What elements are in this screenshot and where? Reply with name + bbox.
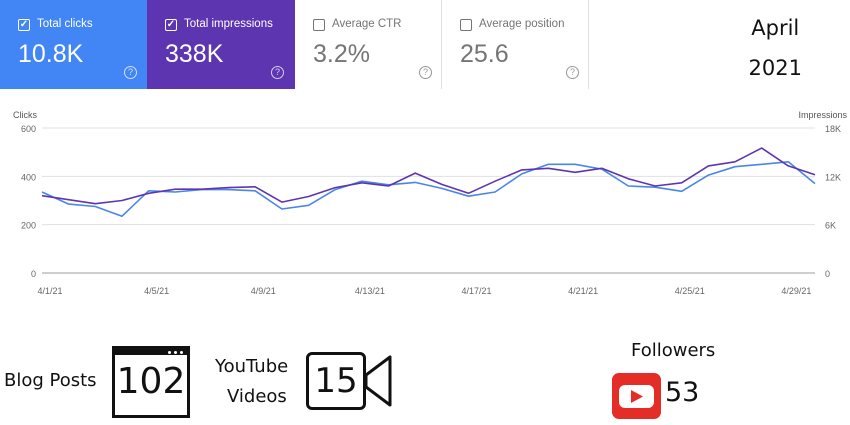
y-tick-right: 18K bbox=[825, 124, 841, 134]
x-tick: 4/5/21 bbox=[144, 286, 169, 296]
camera-lens-icon bbox=[364, 355, 392, 407]
youtube-videos-count: 15 bbox=[314, 361, 358, 401]
youtube-label: YouTube bbox=[215, 356, 289, 377]
checkbox-empty-icon[interactable] bbox=[313, 19, 325, 31]
total-impressions-card[interactable]: ✓ Total impressions 338K ? bbox=[147, 0, 295, 89]
blog-posts-label: Blog Posts bbox=[4, 370, 97, 391]
card-label: Average position bbox=[479, 18, 565, 30]
y-axis-label-left: Clicks bbox=[13, 110, 37, 120]
x-tick: 4/25/21 bbox=[675, 286, 705, 296]
blog-posts-count: 102 bbox=[116, 361, 186, 402]
video-camera-icon: 15 bbox=[306, 352, 366, 410]
checkbox-checked-icon[interactable]: ✓ bbox=[165, 19, 177, 31]
series-line bbox=[41, 147, 816, 205]
y-tick-left: 0 bbox=[31, 269, 36, 279]
followers-count: 53 bbox=[665, 377, 700, 408]
period-month: April bbox=[751, 16, 800, 40]
question-circle-icon[interactable]: ? bbox=[271, 66, 284, 79]
y-tick-right: 12K bbox=[825, 172, 841, 182]
x-tick: 4/13/21 bbox=[355, 286, 385, 296]
card-label: Average CTR bbox=[332, 18, 402, 30]
x-tick: 4/17/21 bbox=[461, 286, 491, 296]
videos-label: Videos bbox=[227, 386, 287, 407]
metric-cards: ✓ Total clicks 10.8K ? ✓ Total impressio… bbox=[0, 0, 589, 89]
card-label: Total impressions bbox=[184, 18, 273, 30]
browser-window-icon: 102 bbox=[112, 346, 190, 418]
y-tick-right: 6K bbox=[825, 221, 836, 231]
checkbox-empty-icon[interactable] bbox=[460, 19, 472, 31]
card-value: 338K bbox=[165, 40, 224, 68]
followers-label: Followers bbox=[631, 340, 716, 361]
card-value: 3.2% bbox=[313, 40, 370, 68]
question-circle-icon[interactable]: ? bbox=[124, 66, 137, 79]
checkbox-checked-icon[interactable]: ✓ bbox=[18, 19, 30, 31]
period-year: 2021 bbox=[748, 56, 802, 80]
question-circle-icon[interactable]: ? bbox=[419, 66, 432, 79]
card-label: Total clicks bbox=[37, 18, 93, 30]
x-tick: 4/29/21 bbox=[781, 286, 811, 296]
x-tick: 4/21/21 bbox=[568, 286, 598, 296]
card-value: 10.8K bbox=[18, 40, 84, 68]
question-circle-icon[interactable]: ? bbox=[566, 66, 579, 79]
y-axis-label-right: Impressions bbox=[798, 110, 847, 120]
average-ctr-card[interactable]: Average CTR 3.2% ? bbox=[295, 0, 442, 89]
performance-chart: 0 200 400 600 0 6K 12K 18K Clicks Impressions 4/1/… bbox=[13, 110, 848, 296]
y-tick-right: 0 bbox=[825, 269, 830, 279]
youtube-icon bbox=[612, 373, 661, 419]
x-tick: 4/1/21 bbox=[37, 286, 62, 296]
series-line bbox=[41, 161, 816, 217]
period-label: April 2021 bbox=[749, 8, 802, 88]
y-tick-left: 600 bbox=[21, 124, 36, 134]
y-tick-left: 400 bbox=[21, 172, 36, 182]
y-tick-left: 200 bbox=[21, 221, 36, 231]
x-tick: 4/9/21 bbox=[251, 286, 276, 296]
total-clicks-card[interactable]: ✓ Total clicks 10.8K ? bbox=[0, 0, 147, 89]
average-position-card[interactable]: Average position 25.6 ? bbox=[442, 0, 589, 89]
card-value: 25.6 bbox=[460, 40, 509, 68]
